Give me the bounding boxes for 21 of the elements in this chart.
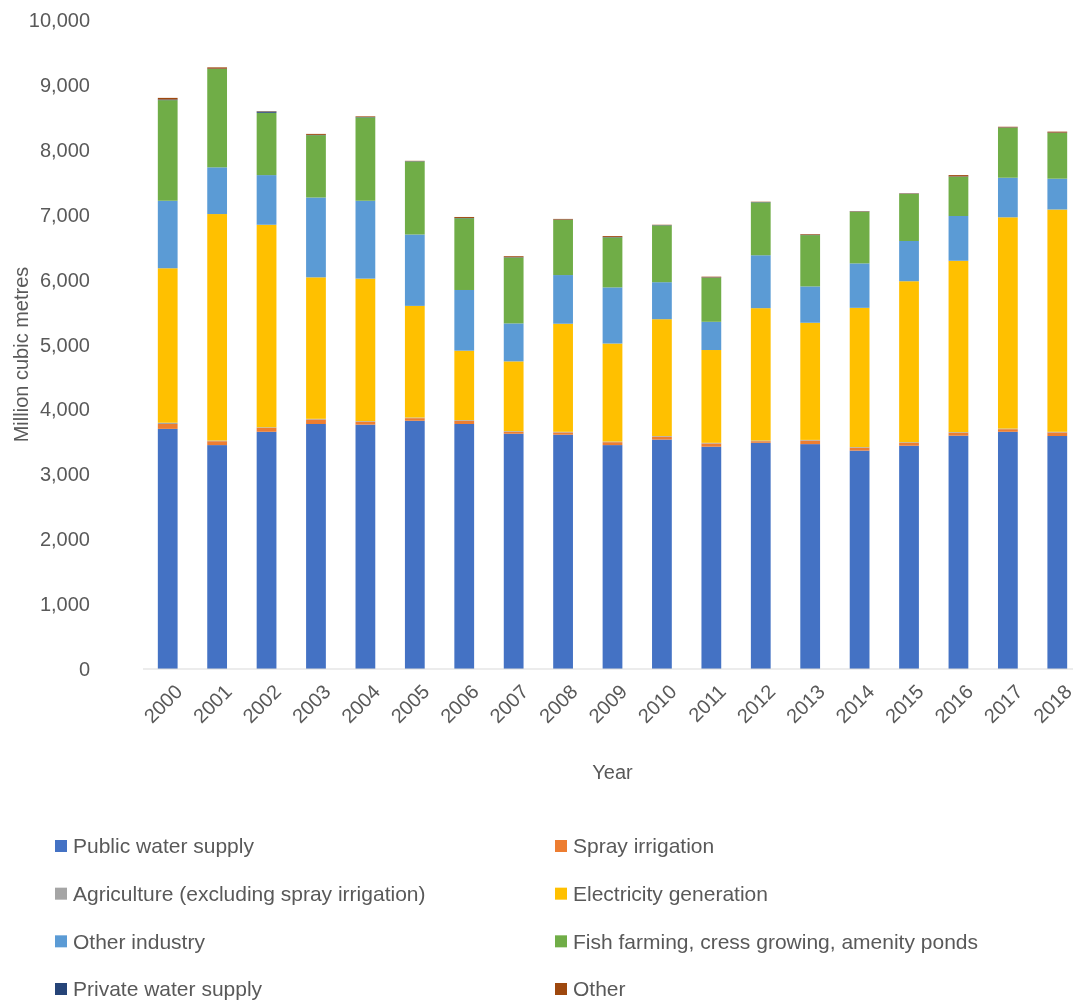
legend-label: Spray irrigation: [573, 834, 715, 858]
y-tick-label: 3,000: [39, 463, 90, 486]
y-tick-label: 5,000: [39, 333, 90, 356]
y-tick-label: 10,000: [28, 9, 90, 31]
y-tick-label: 2,000: [39, 528, 90, 551]
y-tick-label: 0: [78, 658, 90, 680]
legend-label: Other industry: [73, 929, 206, 953]
y-tick-label: 9,000: [39, 73, 90, 96]
legend-label: Private water supply: [73, 977, 263, 1001]
y-axis-title: Million cubic metres: [10, 266, 32, 443]
y-tick-label: 7,000: [39, 203, 90, 226]
x-axis-title: Year: [592, 761, 634, 783]
legend-label: Agriculture (excluding spray irrigation): [73, 882, 426, 906]
y-tick-label: 1,000: [39, 593, 90, 616]
y-tick-label: 4,000: [39, 398, 90, 421]
legend-label: Electricity generation: [573, 882, 768, 906]
y-tick-label: 6,000: [39, 268, 90, 291]
legend-label: Fish farming, cress growing, amenity ponds: [573, 929, 978, 953]
y-tick-label: 8,000: [39, 138, 90, 161]
legend-label: Other: [573, 977, 626, 1001]
legend-label: Public water supply: [73, 834, 255, 858]
